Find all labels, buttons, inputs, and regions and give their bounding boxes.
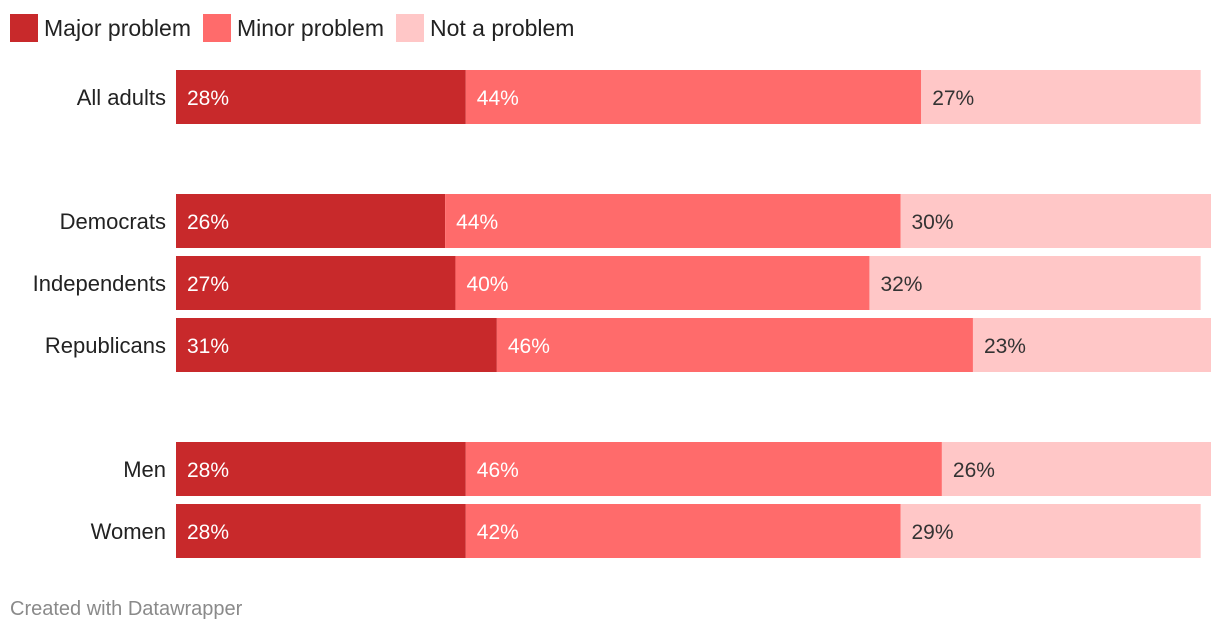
footer-credit: Created with Datawrapper xyxy=(10,598,243,620)
legend-label-major-problem: Major problem xyxy=(44,14,191,41)
bar-independents-not-a-problem xyxy=(869,256,1201,310)
bar-democrats-major-problem xyxy=(176,194,446,248)
bar-all-adults-minor-problem xyxy=(465,70,922,124)
legend-label-not-a-problem: Not a problem xyxy=(430,14,575,41)
bar-all-adults-not-a-problem xyxy=(921,70,1201,124)
legend-label-minor-problem: Minor problem xyxy=(237,14,384,41)
bar-label-democrats-not-a-problem: 30% xyxy=(912,211,954,234)
legend-swatch-minor-problem xyxy=(203,14,231,42)
bar-label-independents-minor-problem: 40% xyxy=(466,273,508,296)
row-label-women: Women xyxy=(91,519,166,544)
bar-label-independents-major-problem: 27% xyxy=(187,273,229,296)
bar-label-all-adults-major-problem: 28% xyxy=(187,87,229,110)
legend-item-major-problem: Major problem xyxy=(10,14,191,42)
bar-women-not-a-problem xyxy=(900,504,1201,558)
stacked-bar-chart: All adults 28% 44% 27% Democrats 26% 44% 30% Ind… xyxy=(33,70,1211,558)
bar-women-major-problem xyxy=(176,504,466,558)
bar-republicans-major-problem xyxy=(176,318,497,372)
chart-legend: Major problem Minor problem Not a proble… xyxy=(10,12,586,44)
row-label-republicans: Republicans xyxy=(45,333,166,358)
bar-label-all-adults-not-a-problem: 27% xyxy=(932,87,974,110)
bar-independents-minor-problem xyxy=(455,256,870,310)
bar-label-men-minor-problem: 46% xyxy=(477,459,519,482)
row-label-independents: Independents xyxy=(33,271,166,296)
bar-label-all-adults-minor-problem: 44% xyxy=(477,87,519,110)
bar-label-democrats-major-problem: 26% xyxy=(187,211,229,234)
bar-men-not-a-problem xyxy=(941,442,1211,496)
legend-swatch-not-a-problem xyxy=(396,14,424,42)
legend-item-minor-problem: Minor problem xyxy=(203,14,384,42)
bar-label-republicans-minor-problem: 46% xyxy=(508,335,550,358)
bar-men-minor-problem xyxy=(465,442,942,496)
row-label-democrats: Democrats xyxy=(60,209,166,234)
bar-label-republicans-major-problem: 31% xyxy=(187,335,229,358)
row-label-all-adults: All adults xyxy=(77,85,166,110)
bar-men-major-problem xyxy=(176,442,466,496)
bar-women-minor-problem xyxy=(465,504,901,558)
bar-label-women-major-problem: 28% xyxy=(187,521,229,544)
legend-item-not-a-problem: Not a problem xyxy=(396,14,574,42)
bar-label-women-minor-problem: 42% xyxy=(477,521,519,544)
legend-swatch-major-problem xyxy=(10,14,38,42)
bar-democrats-not-a-problem xyxy=(900,194,1211,248)
bar-label-men-major-problem: 28% xyxy=(187,459,229,482)
bar-label-women-not-a-problem: 29% xyxy=(912,521,954,544)
bar-label-republicans-not-a-problem: 23% xyxy=(984,335,1026,358)
bar-democrats-minor-problem xyxy=(445,194,901,248)
bar-independents-major-problem xyxy=(176,256,456,310)
bar-republicans-minor-problem xyxy=(496,318,973,372)
bar-label-democrats-minor-problem: 44% xyxy=(456,211,498,234)
row-label-men: Men xyxy=(123,457,166,482)
bar-label-men-not-a-problem: 26% xyxy=(953,459,995,482)
bar-all-adults-major-problem xyxy=(176,70,466,124)
bar-republicans-not-a-problem xyxy=(972,318,1211,372)
bar-label-independents-not-a-problem: 32% xyxy=(880,273,922,296)
